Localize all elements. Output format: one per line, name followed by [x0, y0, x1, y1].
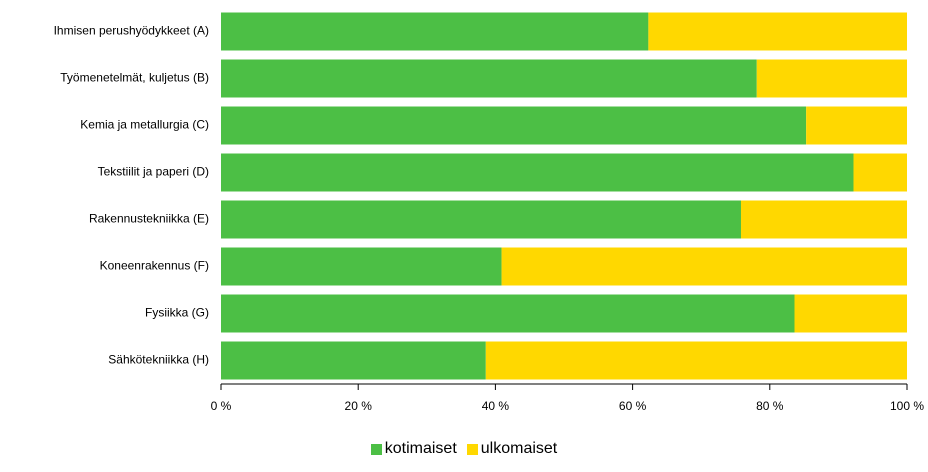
legend-swatch-kotimaiset	[370, 443, 382, 455]
bar-ulkomaiset-ihmisen-perushyodykkeet-a	[648, 12, 907, 51]
bar-kotimaiset-kemia-ja-metallurgia-c	[221, 106, 807, 145]
bar-kotimaiset-fysiikka-g	[221, 294, 795, 333]
category-label-koneenrakennus-f: Koneenrakennus (F)	[100, 259, 209, 273]
legend-label-kotimaiset: kotimaiset	[384, 440, 457, 457]
bar-ulkomaiset-rakennustekniikka-e	[740, 200, 907, 239]
bars-layer	[221, 12, 907, 380]
legend-item-ulkomaiset: ulkomaiset	[466, 440, 558, 458]
x-tick-label-1: 20 %	[345, 399, 373, 413]
x-tick-label-4: 80 %	[756, 399, 784, 413]
category-label-ihmisen-perushyodykkeet-a: Ihmisen perushyödykkeet (A)	[54, 24, 209, 38]
legend-swatch-ulkomaiset	[466, 443, 478, 455]
category-label-rakennustekniikka-e: Rakennustekniikka (E)	[89, 212, 209, 226]
category-labels: Ihmisen perushyödykkeet (A) Työmenetelmät…	[54, 24, 209, 367]
category-label-tyomenetelmat-kuljetus-b: Työmenetelmät, kuljetus (B)	[60, 71, 209, 85]
bar-ulkomaiset-tekstiilit-ja-paperi-d	[853, 153, 907, 192]
bar-kotimaiset-rakennustekniikka-e	[221, 200, 741, 239]
category-label-sahkotekniikka-h: Sähkötekniikka (H)	[108, 353, 209, 367]
x-axis: 0 % 20 % 40 % 60 % 80 % 100 %	[211, 383, 924, 413]
bar-kotimaiset-koneenrakennus-f	[221, 247, 502, 286]
x-tick-label-5: 100 %	[890, 399, 924, 413]
x-tick-label-2: 40 %	[482, 399, 510, 413]
legend: kotimaiset ulkomaiset	[0, 440, 928, 458]
bar-ulkomaiset-fysiikka-g	[794, 294, 907, 333]
bar-ulkomaiset-kemia-ja-metallurgia-c	[806, 106, 907, 145]
bar-ulkomaiset-sahkotekniikka-h	[485, 341, 907, 380]
bar-ulkomaiset-tyomenetelmat-kuljetus-b	[756, 59, 907, 98]
x-tick-label-3: 60 %	[619, 399, 647, 413]
bar-kotimaiset-tyomenetelmat-kuljetus-b	[221, 59, 757, 98]
category-label-tekstiilit-ja-paperi-d: Tekstiilit ja paperi (D)	[98, 165, 209, 179]
bar-kotimaiset-ihmisen-perushyodykkeet-a	[221, 12, 649, 51]
bar-kotimaiset-sahkotekniikka-h	[221, 341, 486, 380]
x-tick-label-0: 0 %	[211, 399, 232, 413]
legend-item-kotimaiset: kotimaiset	[370, 440, 457, 458]
bar-kotimaiset-tekstiilit-ja-paperi-d	[221, 153, 854, 192]
category-label-kemia-ja-metallurgia-c: Kemia ja metallurgia (C)	[80, 118, 209, 132]
legend-label-ulkomaiset: ulkomaiset	[480, 440, 558, 457]
category-label-fysiikka-g: Fysiikka (G)	[145, 306, 209, 320]
bar-ulkomaiset-koneenrakennus-f	[501, 247, 907, 286]
